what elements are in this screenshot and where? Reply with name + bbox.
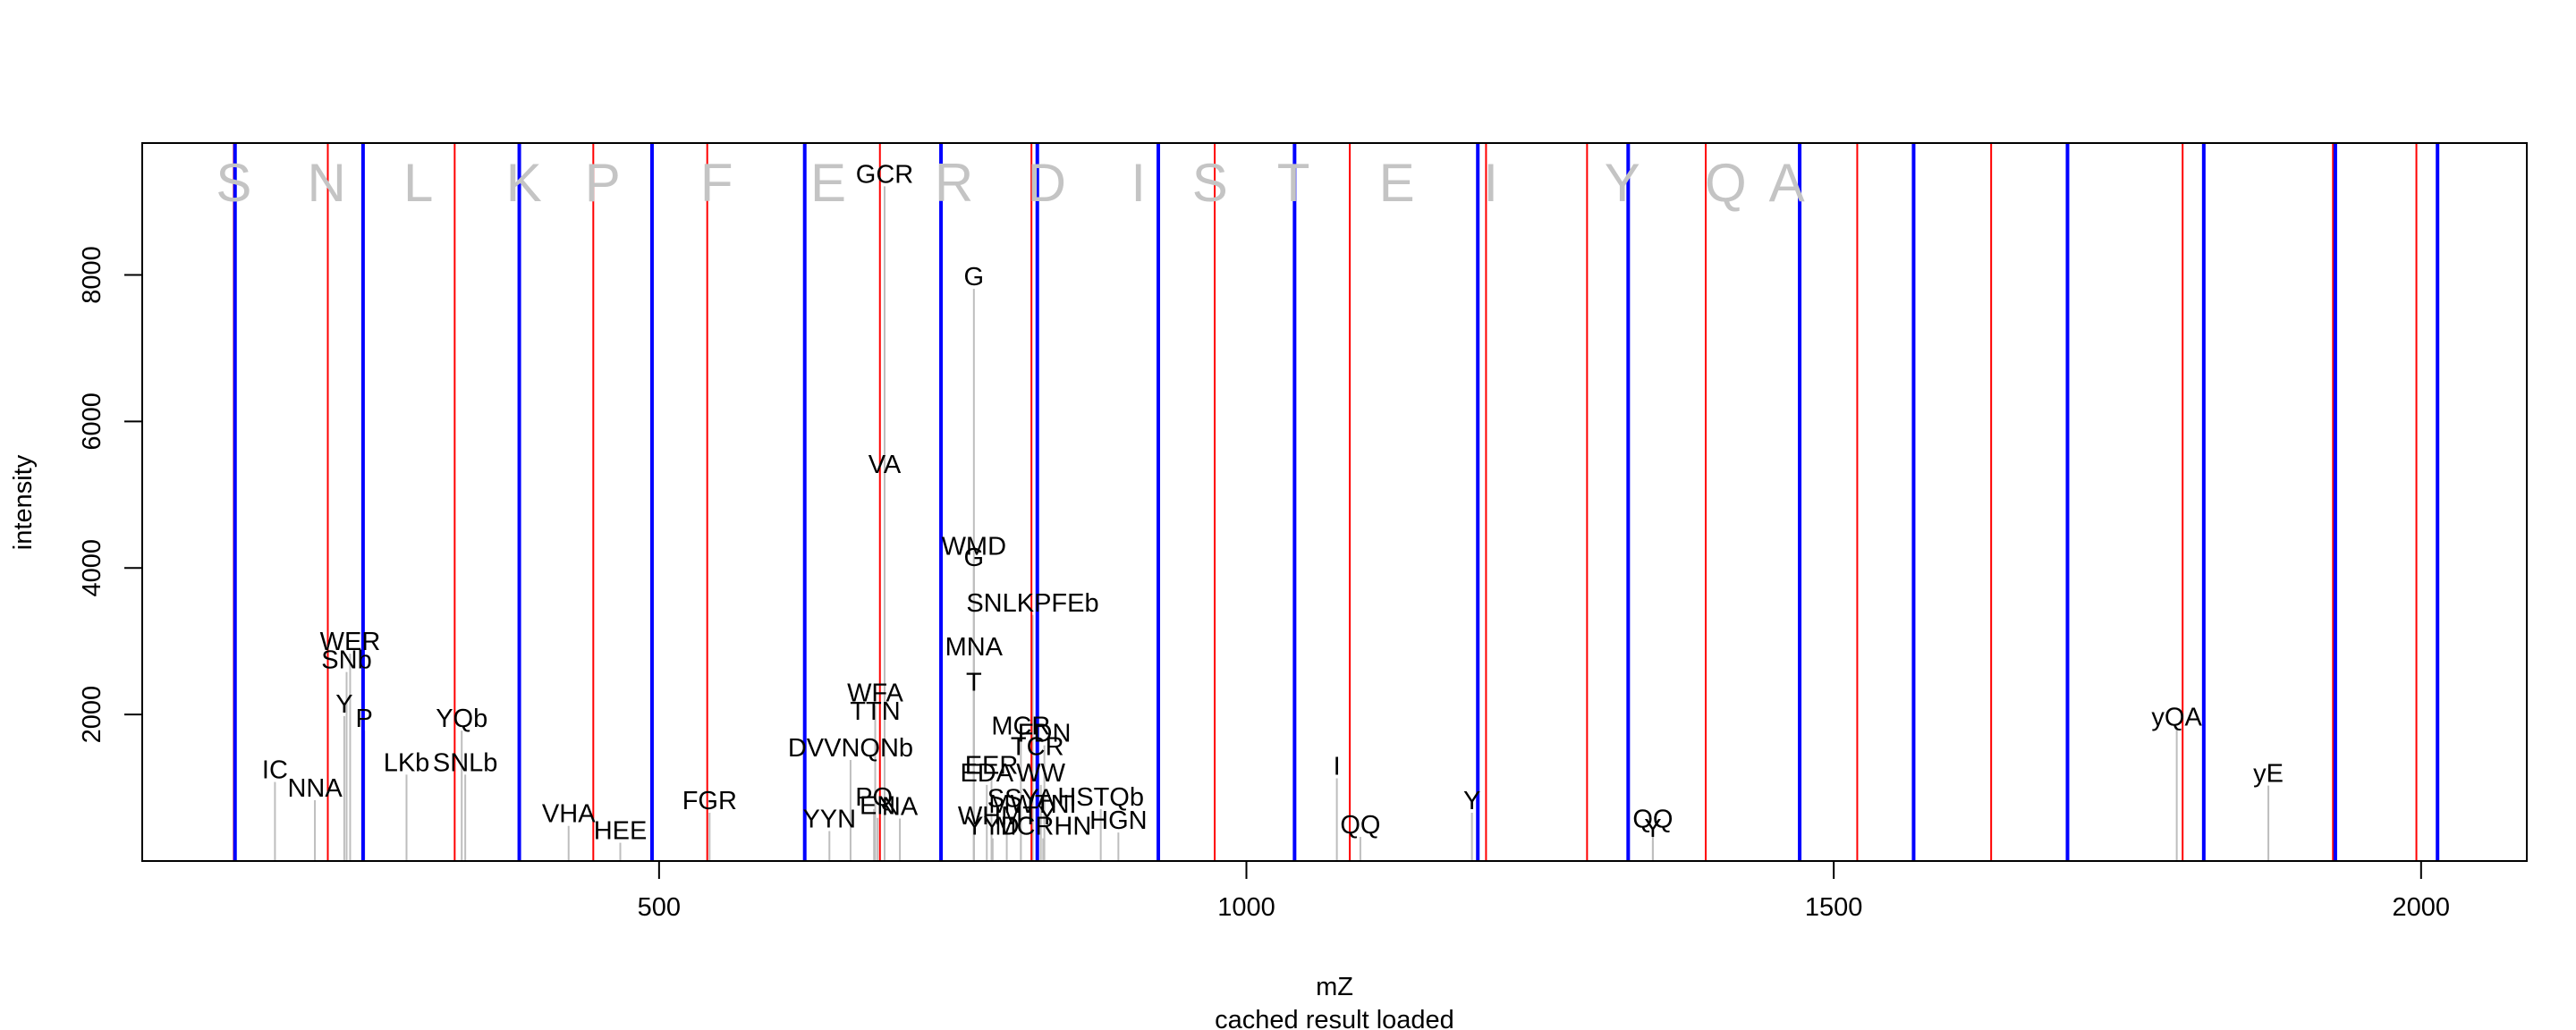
- peak-label: WFA: [847, 680, 903, 708]
- peak-label: Y: [1644, 815, 1661, 843]
- peak-label: NA: [882, 793, 919, 822]
- residue-letter: L: [403, 153, 433, 213]
- peak-label: WMD: [942, 533, 1006, 561]
- peak-label: DVVNQNb: [788, 734, 913, 763]
- peak-label: HEE: [594, 817, 648, 846]
- peak-label: SNb: [321, 646, 371, 675]
- residue-letter: P: [585, 153, 621, 213]
- residue-letter: S: [216, 153, 251, 213]
- peak-label: NNA: [287, 774, 343, 803]
- residue-letter: E: [810, 153, 846, 213]
- residue-letter: F: [700, 153, 733, 213]
- peak-label: EER: [965, 752, 1019, 781]
- residue-letter: I: [1483, 153, 1498, 213]
- peak-label: QQ: [1340, 811, 1380, 840]
- peak-label: SSYA: [987, 785, 1055, 814]
- peak-label: LKb: [384, 748, 430, 777]
- residue-letter: R: [935, 153, 973, 213]
- peak-label: G: [964, 263, 985, 291]
- peak-label: EN: [860, 792, 895, 821]
- y-tick-label: 4000: [78, 539, 106, 597]
- peak-label: FDN: [1018, 720, 1072, 748]
- x-tick-label: 500: [638, 893, 681, 922]
- residue-letter: Q: [1705, 153, 1747, 213]
- y-tick-label: 6000: [78, 393, 106, 451]
- peak-label: MWTNI: [988, 790, 1076, 819]
- peak-label: MCR: [991, 712, 1050, 740]
- residue-letter: N: [308, 153, 346, 213]
- peak-label: HGN: [1089, 806, 1147, 835]
- peak-label: GCR: [856, 160, 913, 189]
- y-tick-label: 2000: [78, 686, 106, 744]
- peak-label: yQA: [2151, 704, 2202, 732]
- x-axis-label: mZ: [1316, 973, 1353, 1001]
- peak-label: QQ: [1632, 805, 1673, 833]
- peak-label: WER: [320, 628, 381, 656]
- peak-label: MCRHN: [995, 813, 1091, 841]
- residue-letter: D: [1028, 153, 1066, 213]
- peak-label: TTN: [850, 697, 900, 726]
- residue-letter: A: [1769, 153, 1805, 213]
- peak-label: EDA: [960, 759, 1013, 788]
- peak-label: HSTQb: [1057, 783, 1144, 812]
- peak-label: SNLb: [433, 748, 498, 777]
- peak-label: FGR: [682, 787, 737, 815]
- peak-label: I: [1334, 752, 1341, 781]
- residue-letter: E: [1379, 153, 1415, 213]
- peak-label: WW: [1016, 759, 1065, 788]
- residue-letter: T: [1277, 153, 1310, 213]
- residue-letter: S: [1192, 153, 1228, 213]
- peak-label: TCR: [1011, 732, 1064, 761]
- peak-label: YQb: [436, 705, 487, 733]
- residue-letter: K: [506, 153, 542, 213]
- peak-label: YYD: [966, 813, 1020, 841]
- peak-label: IC: [262, 756, 288, 785]
- peak-label: PQ: [855, 783, 893, 812]
- axes: 500 1000 1500 2000 2000 4000 6000 8000: [78, 246, 2450, 922]
- peak-label: P: [356, 705, 373, 733]
- peak-label: Y: [1463, 787, 1480, 815]
- x-tick-label: 2000: [2393, 893, 2451, 922]
- peak-label: Y: [335, 690, 352, 719]
- peak-label: YYN: [802, 805, 856, 833]
- peak-label: MNA: [945, 633, 1004, 662]
- residue-letter: I: [1131, 153, 1146, 213]
- peak-label: T: [966, 668, 982, 697]
- peak-label: VA: [869, 451, 902, 479]
- y-axis-label: intensity: [9, 454, 38, 550]
- annotation-lines: [233, 143, 2440, 861]
- peak-label: WHMTY: [958, 802, 1056, 831]
- residue-letter: Y: [1605, 153, 1640, 213]
- peak-bars: [274, 186, 2270, 861]
- chart-subtitle: cached result loaded: [1215, 1006, 1454, 1030]
- peak-label: yE: [2253, 760, 2284, 789]
- x-tick-label: 1500: [1805, 893, 1863, 922]
- x-tick-label: 1000: [1217, 893, 1275, 922]
- y-tick-label: 8000: [78, 246, 106, 304]
- peak-label: G: [964, 544, 985, 572]
- peak-label: SNLKPFEb: [966, 589, 1098, 618]
- peak-label: VHA: [542, 800, 596, 829]
